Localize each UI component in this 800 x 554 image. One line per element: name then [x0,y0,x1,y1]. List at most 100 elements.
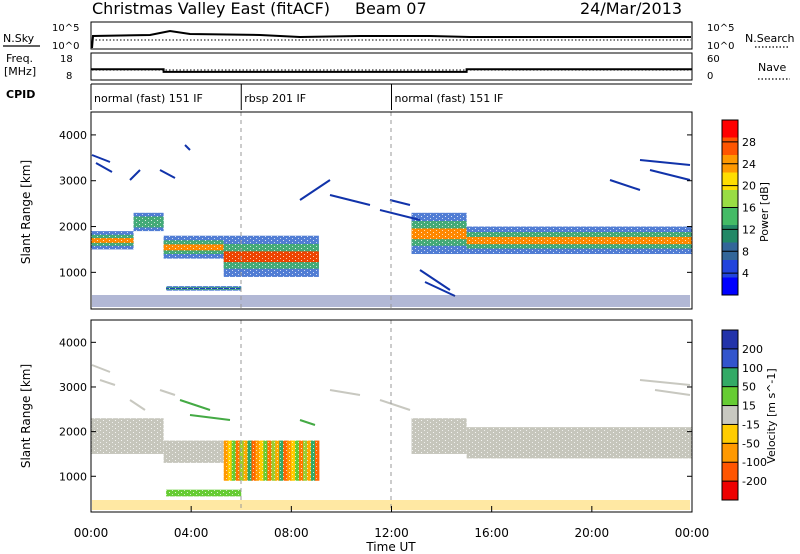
power-colorbar-label: Power [dB] [758,182,771,242]
velocity-ytick-label: 3000 [59,381,87,394]
velocity-band-texture [223,440,319,481]
cpid-segment: normal (fast) 151 IF [391,84,504,110]
date-label: 24/Mar/2013 [580,0,682,18]
xtick-label: 04:00 [174,526,209,540]
velocity-echo-band [166,489,242,497]
velocity-colorbar-tick-label: 200 [742,343,763,356]
xtick-label: 12:00 [374,526,409,540]
nsky-tick-lo-right: 10^0 [707,41,734,52]
velocity-colorbar-tick-label: -15 [742,418,760,431]
velocity-echo-band [466,427,692,459]
velocity-colorbar-swatch [722,462,738,482]
nave-label: Nave [758,61,786,74]
power-echo-band [166,286,242,291]
velocity-band-texture [166,489,242,497]
power-band-texture [411,212,467,255]
velocity-colorbar-swatch [722,405,738,425]
power-colorbar-tick-label: 28 [742,136,756,149]
power-colorbar-tick-label: 8 [742,245,749,258]
power-band-texture [163,235,224,259]
power-ytick-label: 3000 [59,175,87,188]
power-panel: 1000 2000 3000 4000 Slant Range [km] 28 24 20… [19,111,771,310]
power-ytick-label: 2000 [59,221,87,234]
power-colorbar-tick-label: 24 [742,158,756,171]
velocity-colorbar-swatch [722,424,738,444]
power-colorbar-swatch [722,137,738,156]
velocity-echo-band [411,418,467,454]
power-colorbar-tick-label: 12 [742,223,756,236]
power-ylabel: Slant Range [km] [19,160,33,264]
nsearch-label: N.Search [745,32,795,45]
cpid-label: CPID [6,88,35,101]
nsky-tick-hi-right: 10^5 [707,23,734,34]
power-colorbar: 28 24 20 16 12 8 4 [721,119,756,296]
velocity-colorbar-swatch [722,348,738,369]
power-band-texture [223,235,319,277]
velocity-xaxis: 00:00 04:00 08:00 12:00 16:00 20:00 00:00 [74,506,709,540]
cpid-segments: normal (fast) 151 IF rbsp 201 IF normal (f… [90,84,504,110]
velocity-echo-band [163,440,224,463]
power-colorbar-tick-label: 4 [742,267,749,280]
velocity-scatter-gray [91,364,691,411]
power-bands [91,212,692,291]
velocity-colorbar: 200 100 50 15 -15 -50 -100 -200 [721,329,767,501]
nsky-label: N.Sky [3,32,35,45]
cpid-strip: CPID normal (fast) 151 IF rbsp 201 IF norm… [6,83,692,110]
nave-tick-hi: 60 [707,54,720,65]
freq-label: Freq. [6,52,33,65]
power-band-texture [466,226,692,255]
velocity-colorbar-swatch [722,443,738,463]
nave-tick-lo: 0 [707,71,713,82]
power-colorbar-swatch [722,225,738,243]
velocity-colorbar-tick-label: 50 [742,381,756,394]
beam-label: Beam 07 [355,0,427,18]
velocity-colorbar-label: Velocity [m s^-1] [765,368,778,463]
freq-frame [90,52,693,81]
power-colorbar-swatch [722,172,738,191]
velocity-ytick-label: 4000 [59,336,87,349]
power-band-texture [166,286,242,291]
power-ytick-label: 4000 [59,129,87,142]
cpid-segment-name: normal (fast) 151 IF [395,92,504,105]
cpid-segment: normal (fast) 151 IF [90,84,203,110]
velocity-band-texture [466,427,692,459]
freq-trace [91,68,692,73]
cpid-segment-name: normal (fast) 151 IF [94,92,203,105]
power-colorbar-tick-label: 16 [742,202,756,215]
power-band-texture [133,212,164,232]
velocity-bands [91,418,692,497]
nsky-panel: N.Sky 10^5 10^0 10^5 10^0 N.Search [3,21,795,52]
power-scatter-blue-2 [419,159,691,297]
velocity-colorbar-tick-label: 15 [742,400,756,413]
cpid-segment: rbsp 201 IF [240,84,306,110]
power-yaxis: 1000 2000 3000 4000 [59,129,692,279]
power-band-texture [91,231,134,250]
power-colorbar-swatch [722,207,738,226]
power-colorbar-swatch [722,260,738,278]
power-echo-band [163,235,224,259]
nsky-tick-lo: 10^0 [52,41,79,52]
figure-title: Christmas Valley East (fitACF) [92,0,330,18]
velocity-colorbar-tick-label: 100 [742,362,763,375]
power-frame [90,111,693,310]
cpid-segment-name: rbsp 201 IF [244,92,306,105]
velocity-band-texture [163,440,224,463]
freq-unit-label: [MHz] [4,65,36,78]
velocity-ylabel: Slant Range [km] [19,364,33,468]
velocity-echo-band [223,440,320,481]
velocity-colorbar-tick-label: -100 [742,456,767,469]
velocity-colorbar-tick-label: -50 [742,437,760,450]
xtick-label: 08:00 [274,526,309,540]
velocity-band-texture [411,418,467,454]
velocity-echo-band [91,418,164,454]
freq-tick-hi: 18 [60,54,73,65]
power-echo-band [91,231,134,250]
velocity-colorbar-swatch [722,481,738,501]
nsky-frame [90,21,693,50]
power-colorbar-swatch [722,277,738,296]
velocity-ytick-label: 1000 [59,470,87,483]
xtick-label: 00:00 [74,526,109,540]
velocity-scatter-green [179,399,316,426]
power-echo-band [411,212,467,255]
